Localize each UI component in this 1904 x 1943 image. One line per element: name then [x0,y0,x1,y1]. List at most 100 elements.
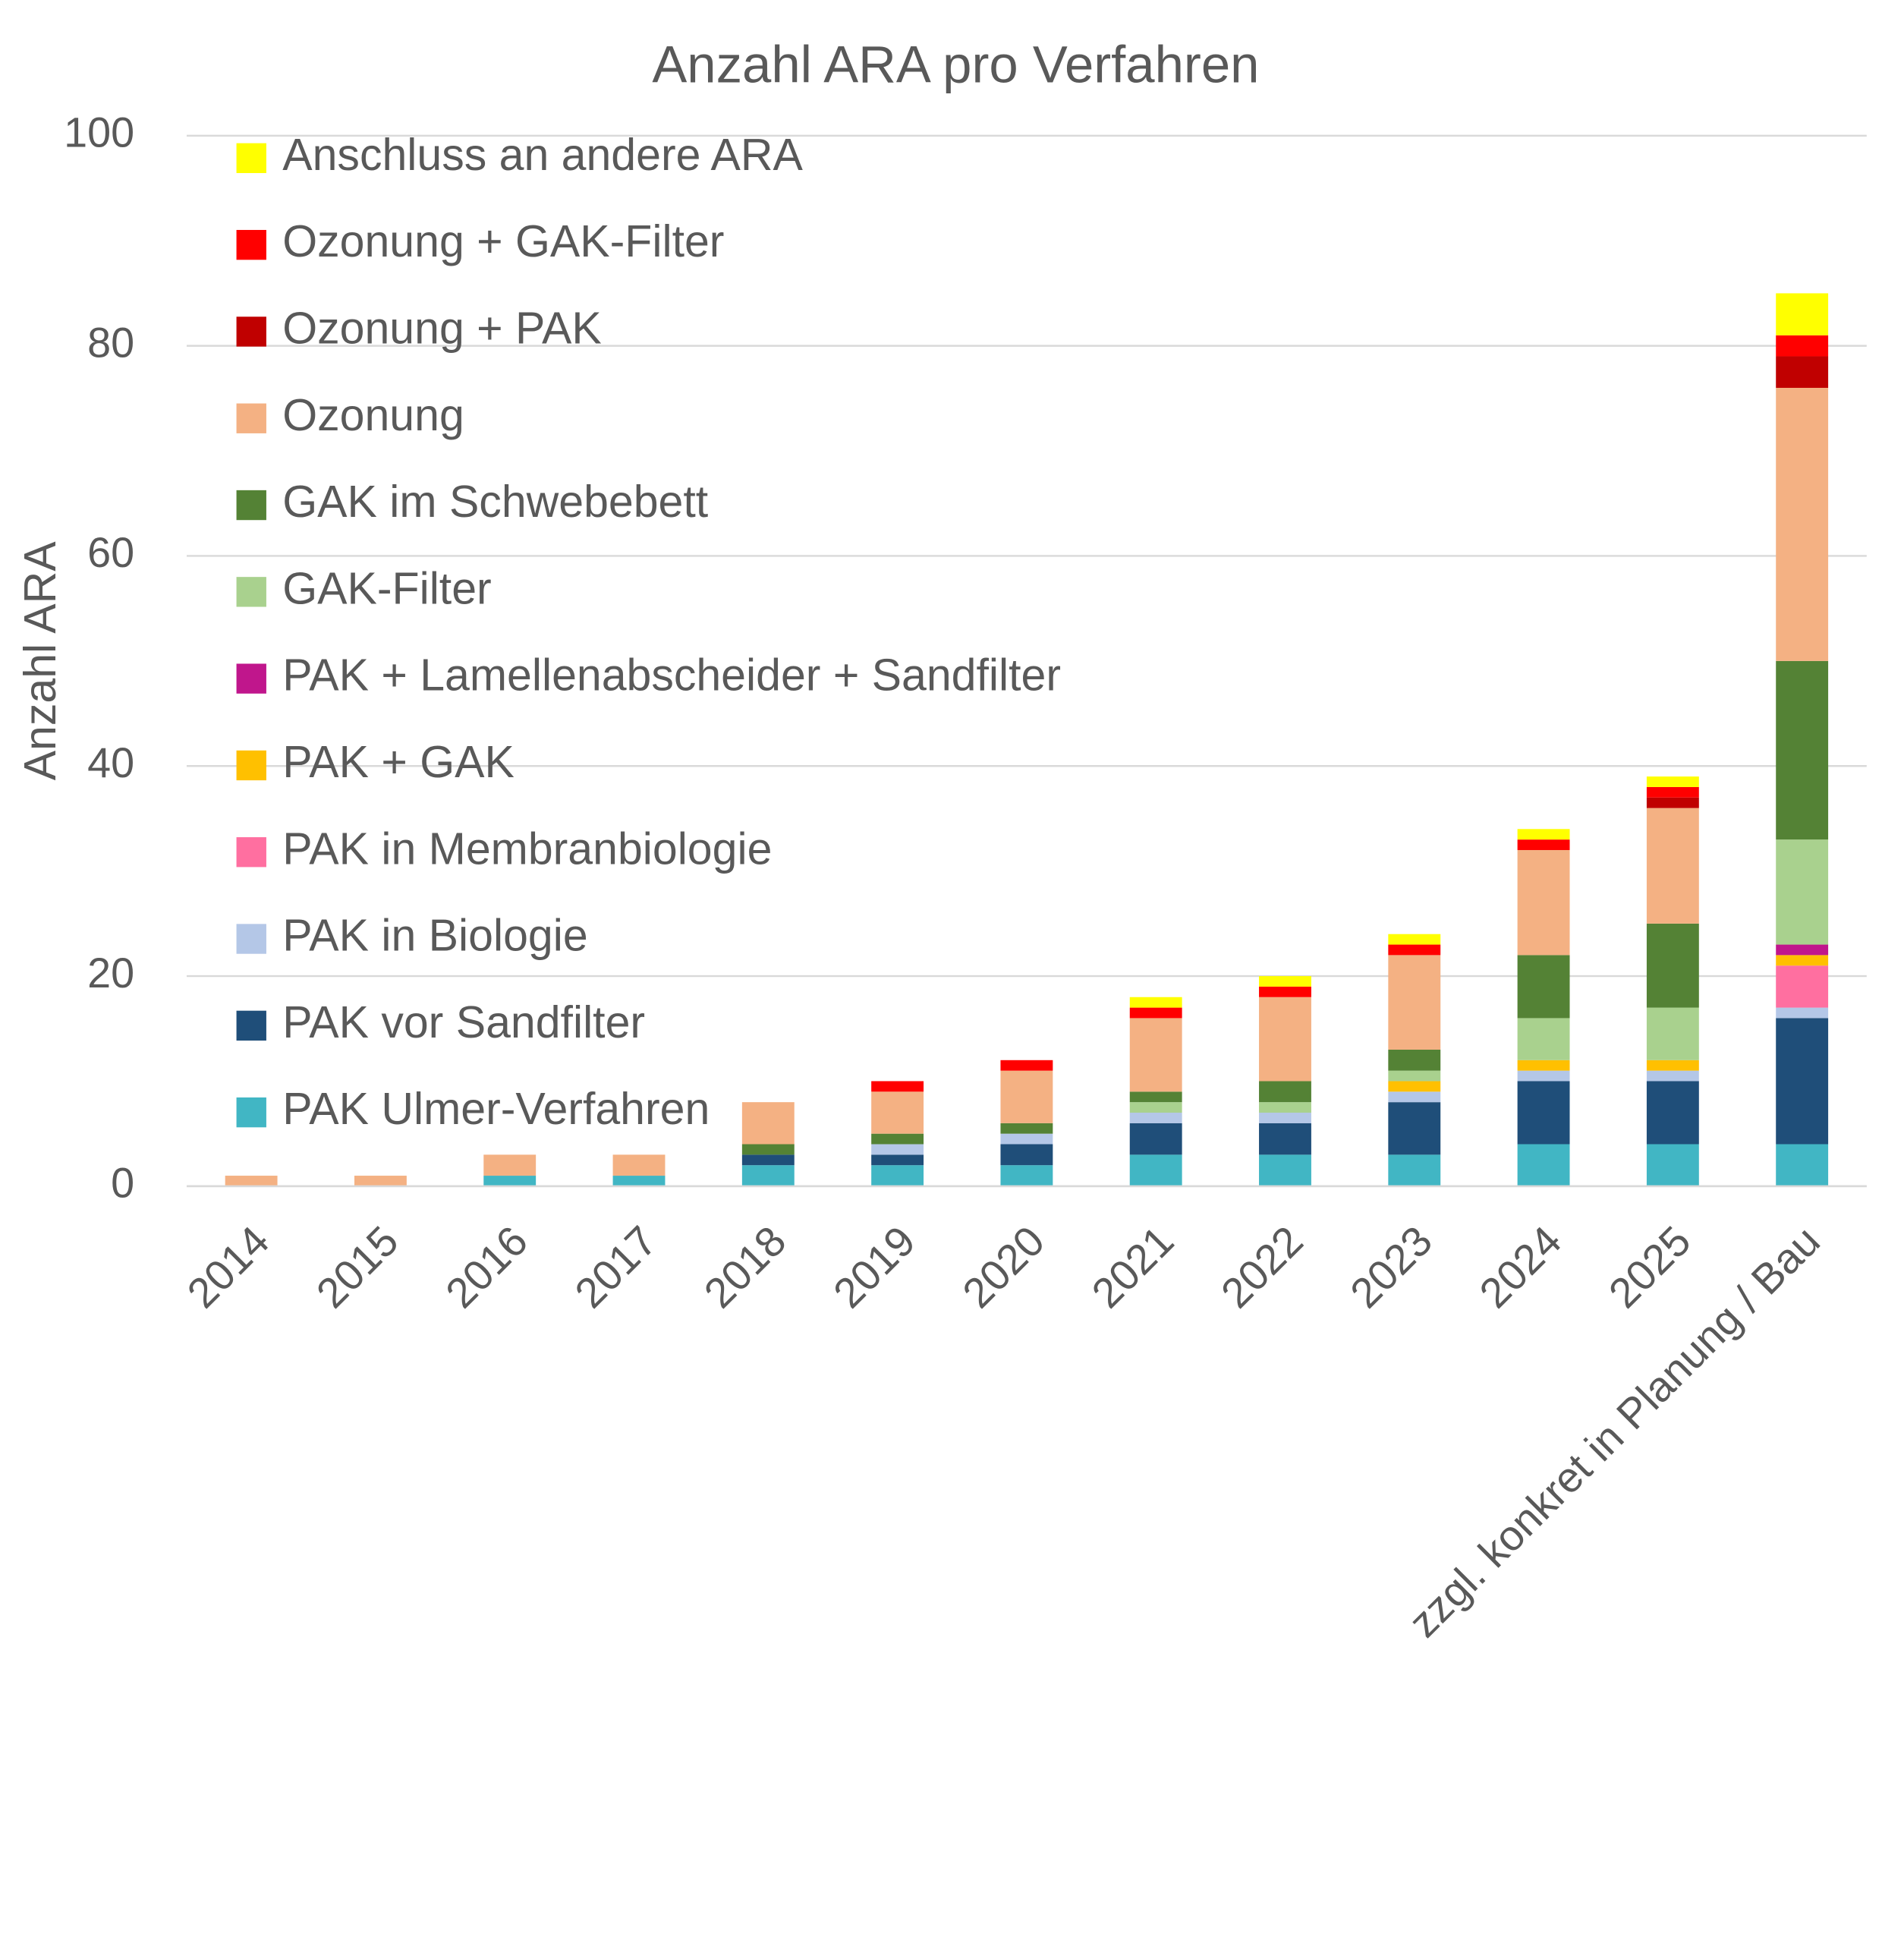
bar-segment [1776,1144,1829,1186]
bar-segment [1776,944,1829,956]
bar-segment [1388,944,1441,956]
bar-segment [1388,955,1441,1050]
bar-segment [1776,955,1829,966]
bar-segment [1517,839,1570,850]
legend-swatch [236,143,266,174]
legend-swatch [236,837,266,868]
legend-swatch [236,316,266,347]
bar-segment [1129,997,1182,1008]
bar-segment [1000,1123,1053,1134]
bar-segment [1259,986,1311,997]
bar-segment [1259,1081,1311,1103]
y-tick-label: 0 [111,1160,134,1207]
legend-label: GAK im Schwebebett [282,477,708,527]
y-tick-label: 40 [87,739,134,786]
y-tick-label: 20 [87,949,134,997]
y-tick-label: 100 [64,109,134,156]
y-axis-label: Anzahl ARA [15,541,65,781]
legend-label: Ozonung [282,390,464,440]
bar-segment [1259,1123,1311,1155]
bar-segment [612,1176,666,1186]
legend-swatch [236,1097,266,1128]
bar-segment [1129,1123,1182,1155]
bar-segment [1776,839,1829,945]
legend-label: PAK in Membranbiologie [282,823,772,874]
bar-segment [1646,923,1699,1008]
bar-segment [871,1091,924,1134]
x-tick-label: 2024 [1471,1217,1571,1318]
legend-label: PAK vor Sandfilter [282,997,645,1047]
bar-segment [1259,1102,1311,1113]
legend-label: PAK in Biologie [282,911,587,961]
bar-segment [1646,786,1699,798]
x-tick-label: 2019 [824,1217,924,1318]
bar-segment [1646,1007,1699,1060]
x-tick-label: 2018 [695,1217,795,1318]
bar-segment [1000,1144,1053,1166]
bar-segment [1646,1070,1699,1082]
bar-segment [871,1133,924,1145]
legend-label: PAK + GAK [282,737,515,787]
bar-segment [741,1102,795,1145]
y-tick-label: 80 [87,319,134,366]
legend-label: Ozonung + GAK-Filter [282,216,724,266]
legend-label: PAK + Lamellenabscheider + Sandfilter [282,650,1061,701]
bar-segment [483,1154,537,1176]
bar-segment [1646,808,1699,924]
legend-label: Ozonung + PAK [282,304,601,354]
bar-segment [1259,1154,1311,1186]
bar-segment [1646,1081,1699,1145]
x-tick-label: 2021 [1083,1217,1183,1318]
y-tick-label: 60 [87,529,134,576]
bar-segment [871,1165,924,1186]
bar-segment [1776,387,1829,661]
bar-segment [1646,1060,1699,1071]
bar-segment [225,1176,278,1186]
bar-segment [1129,1018,1182,1092]
legend-label: PAK Ulmer-Verfahren [282,1084,710,1134]
bar-segment [1388,1049,1441,1071]
x-tick-label: 2020 [954,1217,1054,1318]
bar-segment [1129,1112,1182,1123]
x-tick-label: 2023 [1342,1217,1442,1318]
bar-segment [354,1176,407,1186]
bar-segment [871,1081,924,1092]
bar-segment [1000,1133,1053,1145]
bar-segment [1129,1091,1182,1103]
bar-segment [1388,1154,1441,1186]
bar-segment [1259,997,1311,1082]
bar-segment [1646,797,1699,808]
bar-segment [1000,1060,1053,1071]
bar-segment [1517,829,1570,840]
bar-segment [1259,976,1311,987]
bar-segment [483,1176,537,1186]
bar-segment [1517,1070,1570,1082]
x-tick-label: 2017 [566,1217,666,1318]
x-tick-label: 2014 [178,1217,279,1318]
bar-segment [1388,1091,1441,1103]
bar-segment [1517,1081,1570,1145]
bar-segment [871,1144,924,1155]
bar-segment [1259,1112,1311,1123]
bar-segment [1388,1070,1441,1082]
x-tick-label: 2022 [1212,1217,1312,1318]
bar-segment [871,1154,924,1166]
bar-segment [1129,1007,1182,1019]
legend-swatch [236,663,266,694]
legend-swatch [236,750,266,781]
bar-segment [1776,1018,1829,1145]
bar-segment [1388,1081,1441,1092]
bar-segment [612,1154,666,1176]
bar-segment [741,1144,795,1155]
bar-segment [1776,335,1829,357]
chart-title: Anzahl ARA pro Verfahren [652,35,1259,93]
bar-segment [741,1154,795,1166]
bar-segment [1776,1007,1829,1019]
bar-segment [1517,1018,1570,1060]
bar-segment [1517,955,1570,1019]
bar-segment [1388,1102,1441,1155]
bar-segment [1776,965,1829,1008]
legend-swatch [236,577,266,607]
bar-segment [1776,660,1829,840]
